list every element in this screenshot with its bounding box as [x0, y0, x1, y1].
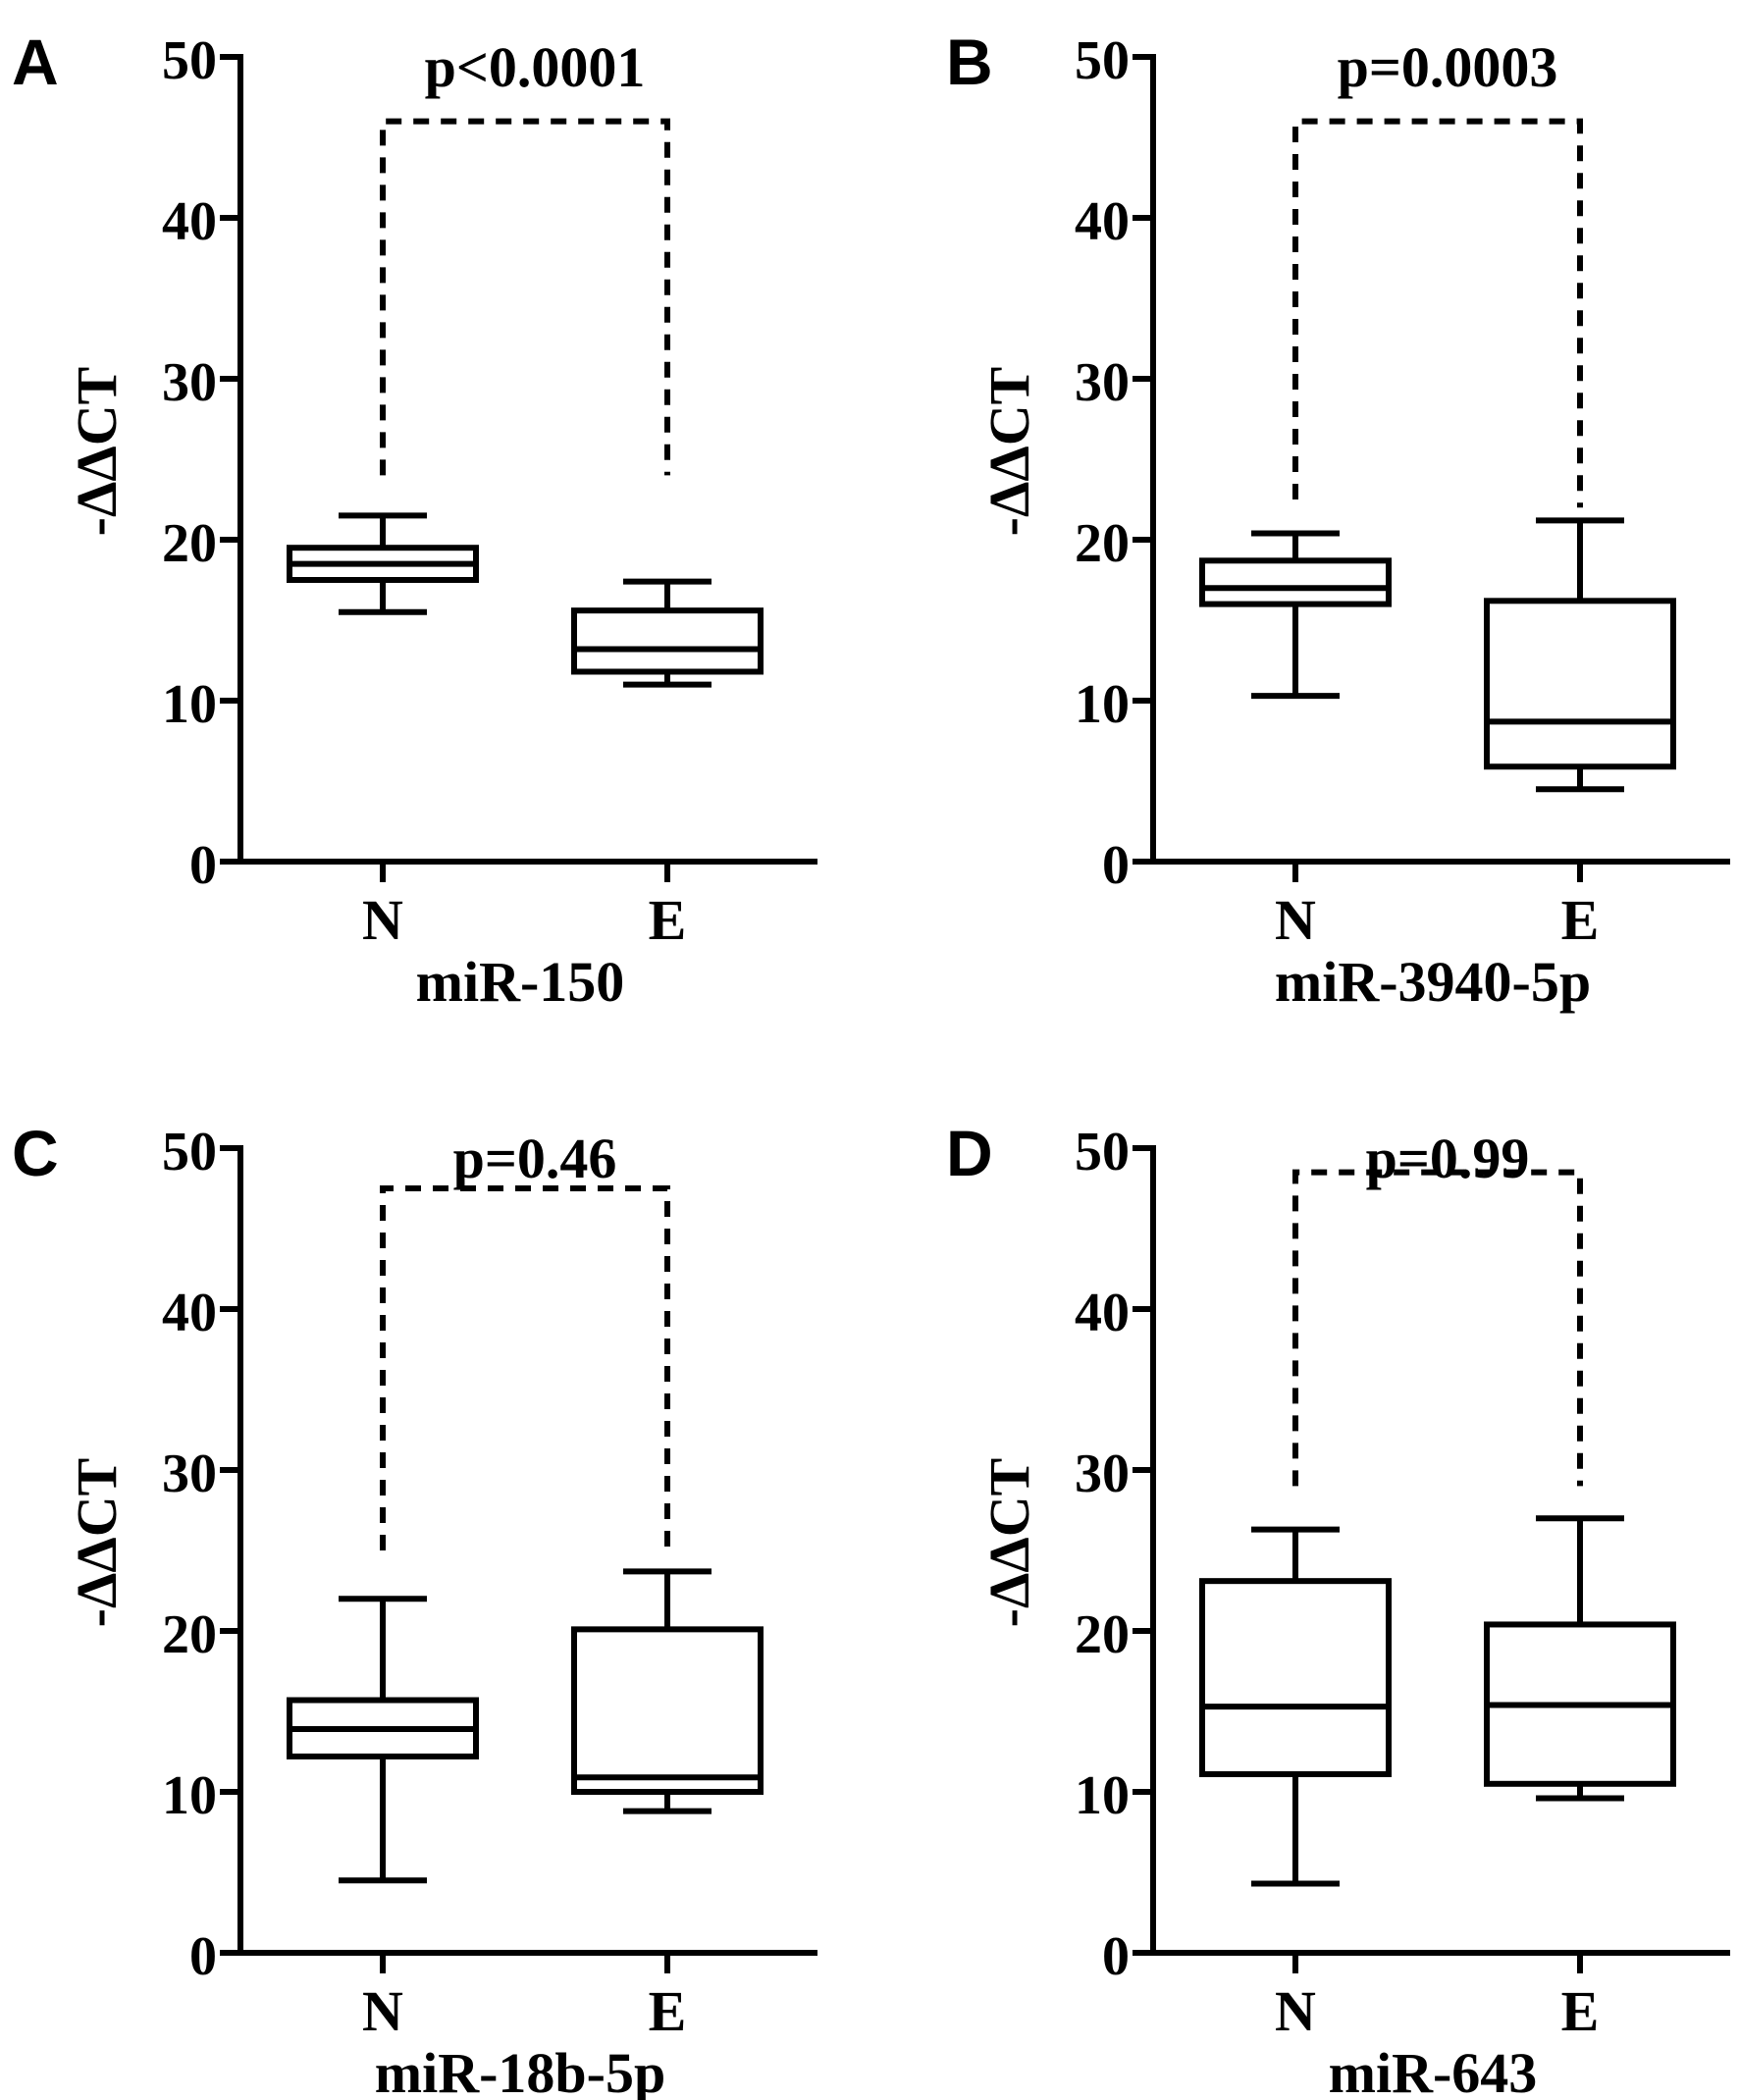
x-axis-label: miR-3940-5p: [1275, 950, 1591, 1014]
p-value-annotation: p<0.0001: [425, 35, 646, 99]
y-tick-label: 10: [1075, 674, 1130, 735]
panel-letter: C: [12, 1117, 59, 1189]
y-tick-label: 50: [1075, 30, 1130, 91]
panel-letter: B: [946, 26, 993, 98]
y-tick-label: 30: [162, 1444, 217, 1504]
panel-b: B p=0.0003 0 10 20 30 40 50 N E miR-3940-5p -…: [946, 26, 1730, 1014]
y-tick-label: 30: [162, 352, 217, 413]
y-tick-label: 0: [1102, 1926, 1130, 1987]
y-tick-label: 20: [162, 513, 217, 574]
plot-marks: 0 10 20 30 40 50: [1075, 30, 1730, 896]
box-plot-n: [1199, 530, 1392, 700]
iqr-box: [1199, 557, 1392, 607]
significance-bracket: [1292, 1169, 1583, 1487]
y-axis-label: -ΔΔCT: [65, 1458, 129, 1628]
x-axis-label: miR-643: [1329, 2041, 1538, 2100]
panel-letter: D: [946, 1117, 993, 1189]
x-category-label-e: E: [1561, 1979, 1600, 2043]
panel-a: A p<0.0001 0 10 20 30 40 50 N E miR-150 -ΔΔCT: [12, 26, 817, 1014]
box-plot-n: [287, 1596, 479, 1884]
box-plot-n: [287, 512, 479, 615]
box-plot-e: [1484, 1515, 1676, 1802]
y-tick-label: 20: [1075, 513, 1130, 574]
x-category-label-e: E: [649, 1979, 687, 2043]
x-axis-label: miR-18b-5p: [375, 2041, 665, 2100]
y-tick-label: 0: [189, 835, 217, 896]
x-category-label-e: E: [649, 888, 687, 952]
x-category-label-n: N: [1275, 888, 1316, 952]
iqr-box: [571, 1626, 764, 1795]
y-axis-label: -ΔΔCT: [65, 367, 129, 537]
y-tick-label: 40: [162, 1283, 217, 1343]
x-category-label-n: N: [362, 1979, 403, 2043]
y-tick-label: 0: [1102, 835, 1130, 896]
x-category-label-n: N: [1275, 1979, 1316, 2043]
box-plot-n: [1199, 1526, 1392, 1887]
plot-marks: 0 10 20 30 40 50: [162, 30, 817, 896]
y-tick-label: 10: [162, 674, 217, 735]
p-value-annotation: p=0.46: [453, 1127, 617, 1190]
y-tick-label: 40: [1075, 191, 1130, 252]
x-category-label-e: E: [1561, 888, 1600, 952]
p-value-annotation: p=0.99: [1366, 1127, 1530, 1190]
y-tick-label: 20: [1075, 1604, 1130, 1665]
plot-marks: 0 10 20 30 40 50: [162, 1122, 817, 1987]
iqr-box: [571, 607, 764, 675]
y-tick-label: 40: [1075, 1283, 1130, 1343]
y-tick-label: 50: [162, 1122, 217, 1182]
significance-bracket: [380, 1185, 670, 1550]
x-axis-label: miR-150: [416, 950, 625, 1014]
significance-bracket: [1292, 118, 1583, 508]
iqr-box: [1484, 598, 1676, 770]
y-tick-label: 10: [162, 1765, 217, 1826]
y-axis-label: -ΔΔCT: [977, 367, 1041, 537]
box-plot-e: [571, 1568, 764, 1814]
panel-d: D p=0.99 0 10 20 30 40 50 N E miR-643 -ΔΔCT: [946, 1117, 1730, 2100]
x-category-label-n: N: [362, 888, 403, 952]
y-axis-label: -ΔΔCT: [977, 1458, 1041, 1628]
box-plot-e: [571, 578, 764, 688]
iqr-box: [1199, 1578, 1392, 1777]
y-tick-label: 10: [1075, 1765, 1130, 1826]
significance-bracket: [380, 118, 670, 476]
panel-letter: A: [12, 26, 59, 98]
y-tick-label: 50: [162, 30, 217, 91]
panel-c: C p=0.46 0 10 20 30 40 50 N E miR-18b-5p -ΔΔC…: [12, 1117, 817, 2100]
box-plot-e: [1484, 517, 1676, 793]
y-tick-label: 30: [1075, 1444, 1130, 1504]
p-value-annotation: p=0.0003: [1338, 35, 1558, 99]
y-tick-label: 50: [1075, 1122, 1130, 1182]
y-tick-label: 30: [1075, 352, 1130, 413]
plot-marks: 0 10 20 30 40 50: [1075, 1122, 1730, 1987]
y-tick-label: 40: [162, 191, 217, 252]
y-tick-label: 0: [189, 1926, 217, 1987]
y-tick-label: 20: [162, 1604, 217, 1665]
